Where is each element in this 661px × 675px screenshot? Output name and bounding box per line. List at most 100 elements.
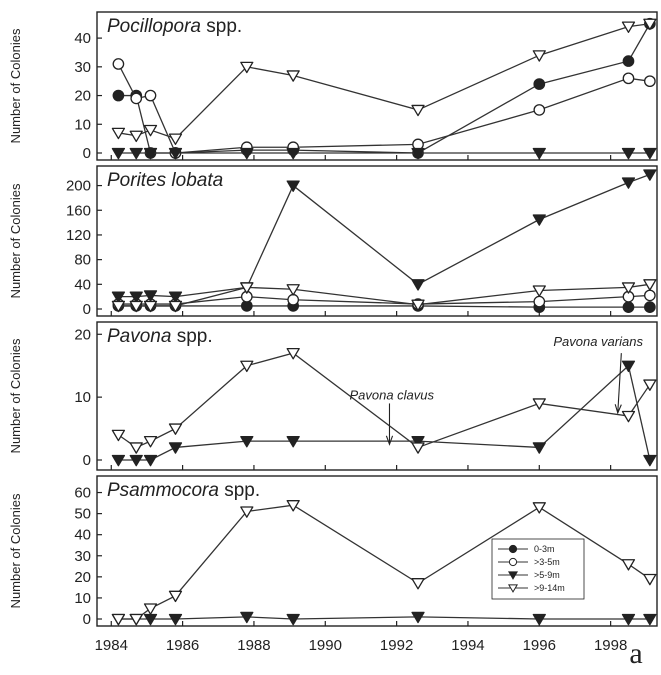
- data-point: [143, 147, 158, 160]
- x-tick-label: 1988: [237, 637, 270, 654]
- data-point: [532, 613, 546, 626]
- data-point: [168, 442, 183, 454]
- series-line: [118, 352, 651, 449]
- legend-marker: [508, 557, 518, 567]
- data-point: [532, 147, 546, 160]
- chart-panel-4: 0 10 20 30 40 50 60 Number of Colonies Psammocor…: [8, 475, 658, 628]
- data-point: [143, 436, 158, 448]
- annotation: Pavona clavus: [349, 387, 435, 446]
- data-point: [112, 58, 125, 70]
- data-point: [532, 285, 546, 297]
- data-point: [532, 398, 546, 410]
- series-line: [118, 364, 651, 461]
- y-axis-label: Number of Colonies: [8, 28, 23, 143]
- data-point: [129, 454, 143, 467]
- series-line: [118, 283, 650, 307]
- series-5-9m: [111, 147, 657, 160]
- y-tick-label: 60: [74, 485, 91, 502]
- data-point: [621, 177, 636, 189]
- series-3-5m: [112, 58, 656, 159]
- panel-frame: [96, 11, 658, 161]
- series-line: [118, 23, 650, 140]
- panel-title: Pavona spp.: [107, 326, 213, 347]
- data-point: [240, 147, 254, 160]
- x-tick-label: 1998: [594, 637, 627, 654]
- x-tick-label: 1984: [95, 637, 128, 654]
- data-point: [643, 147, 657, 160]
- panel-frame: [96, 475, 658, 627]
- data-point: [621, 613, 636, 626]
- x-axis: 1984 1986 1988 1990 1992 1994 1996 1998: [95, 637, 628, 654]
- legend-marker: [508, 544, 518, 554]
- data-point: [622, 55, 635, 67]
- data-point: [286, 147, 300, 160]
- y-tick-label: 0: [83, 452, 91, 469]
- y-tick-label: 40: [74, 527, 91, 544]
- data-point: [643, 279, 657, 291]
- panel-title-genus: Pavona: [107, 326, 171, 347]
- data-point: [111, 613, 126, 626]
- data-point: [111, 429, 126, 442]
- data-point: [168, 613, 183, 626]
- data-point: [286, 180, 300, 192]
- y-tick-label: 20: [74, 569, 91, 586]
- y-tick-label: 0: [83, 145, 91, 162]
- data-point: [644, 301, 656, 313]
- panel-title: Pocillopora spp.: [107, 16, 242, 37]
- y-tick-label: 10: [74, 590, 91, 607]
- data-point: [643, 18, 657, 31]
- x-tick-label: 1986: [166, 637, 199, 654]
- data-point: [644, 289, 656, 302]
- data-point: [532, 50, 546, 62]
- data-point: [644, 75, 656, 88]
- y-tick-label: 40: [74, 30, 91, 47]
- data-point: [286, 436, 300, 448]
- chart-panel-1: 0 10 20 30 40 Number of Colonies Pocillopora s…: [8, 11, 658, 162]
- data-point: [286, 70, 300, 82]
- data-point: [622, 301, 635, 313]
- series-line: [118, 616, 650, 620]
- panel-title-genus: Psammocora: [107, 480, 219, 501]
- data-point: [144, 89, 157, 102]
- data-point: [111, 291, 126, 303]
- panel-title: Porites lobata: [107, 170, 223, 191]
- data-point: [111, 300, 126, 313]
- x-tick-label: 1996: [523, 637, 556, 654]
- data-point: [621, 559, 636, 571]
- data-point: [533, 104, 546, 116]
- data-point: [240, 61, 254, 74]
- data-point: [286, 613, 300, 626]
- data-point: [532, 214, 546, 226]
- data-point: [411, 436, 425, 448]
- data-point: [643, 454, 657, 467]
- panel-title-genus: Pocillopora: [107, 16, 201, 37]
- data-point: [143, 124, 158, 137]
- data-point: [621, 21, 636, 33]
- data-point: [112, 89, 125, 102]
- panel-title-genus: Porites lobata: [107, 170, 223, 191]
- y-tick-label: 160: [66, 202, 91, 219]
- y-axis-label: Number of Colonies: [8, 493, 23, 608]
- data-point: [240, 360, 254, 373]
- data-point: [621, 360, 636, 373]
- panel-title: Psammocora spp.: [107, 480, 260, 501]
- data-point: [240, 436, 254, 448]
- data-point: [143, 300, 158, 313]
- panels-layer: 0 10 20 30 40 Number of Colonies Pocillopora s…: [8, 11, 658, 628]
- series-line: [117, 63, 650, 154]
- data-point: [168, 300, 183, 313]
- legend-marker: [507, 584, 519, 593]
- y-tick-label: 0: [83, 301, 91, 318]
- data-point: [168, 423, 183, 435]
- chart-panel-2: 0 40 80 120 160 200 Number of Colonies Porites …: [8, 165, 658, 318]
- annotation-label: Pavona varians: [553, 334, 643, 349]
- y-tick-label: 20: [74, 326, 91, 343]
- data-point: [111, 127, 126, 140]
- legend-marker: [507, 571, 519, 580]
- legend-entry: >9-14m: [498, 583, 565, 593]
- y-tick-label: 200: [66, 178, 91, 195]
- data-point: [411, 442, 425, 454]
- data-point: [111, 147, 126, 160]
